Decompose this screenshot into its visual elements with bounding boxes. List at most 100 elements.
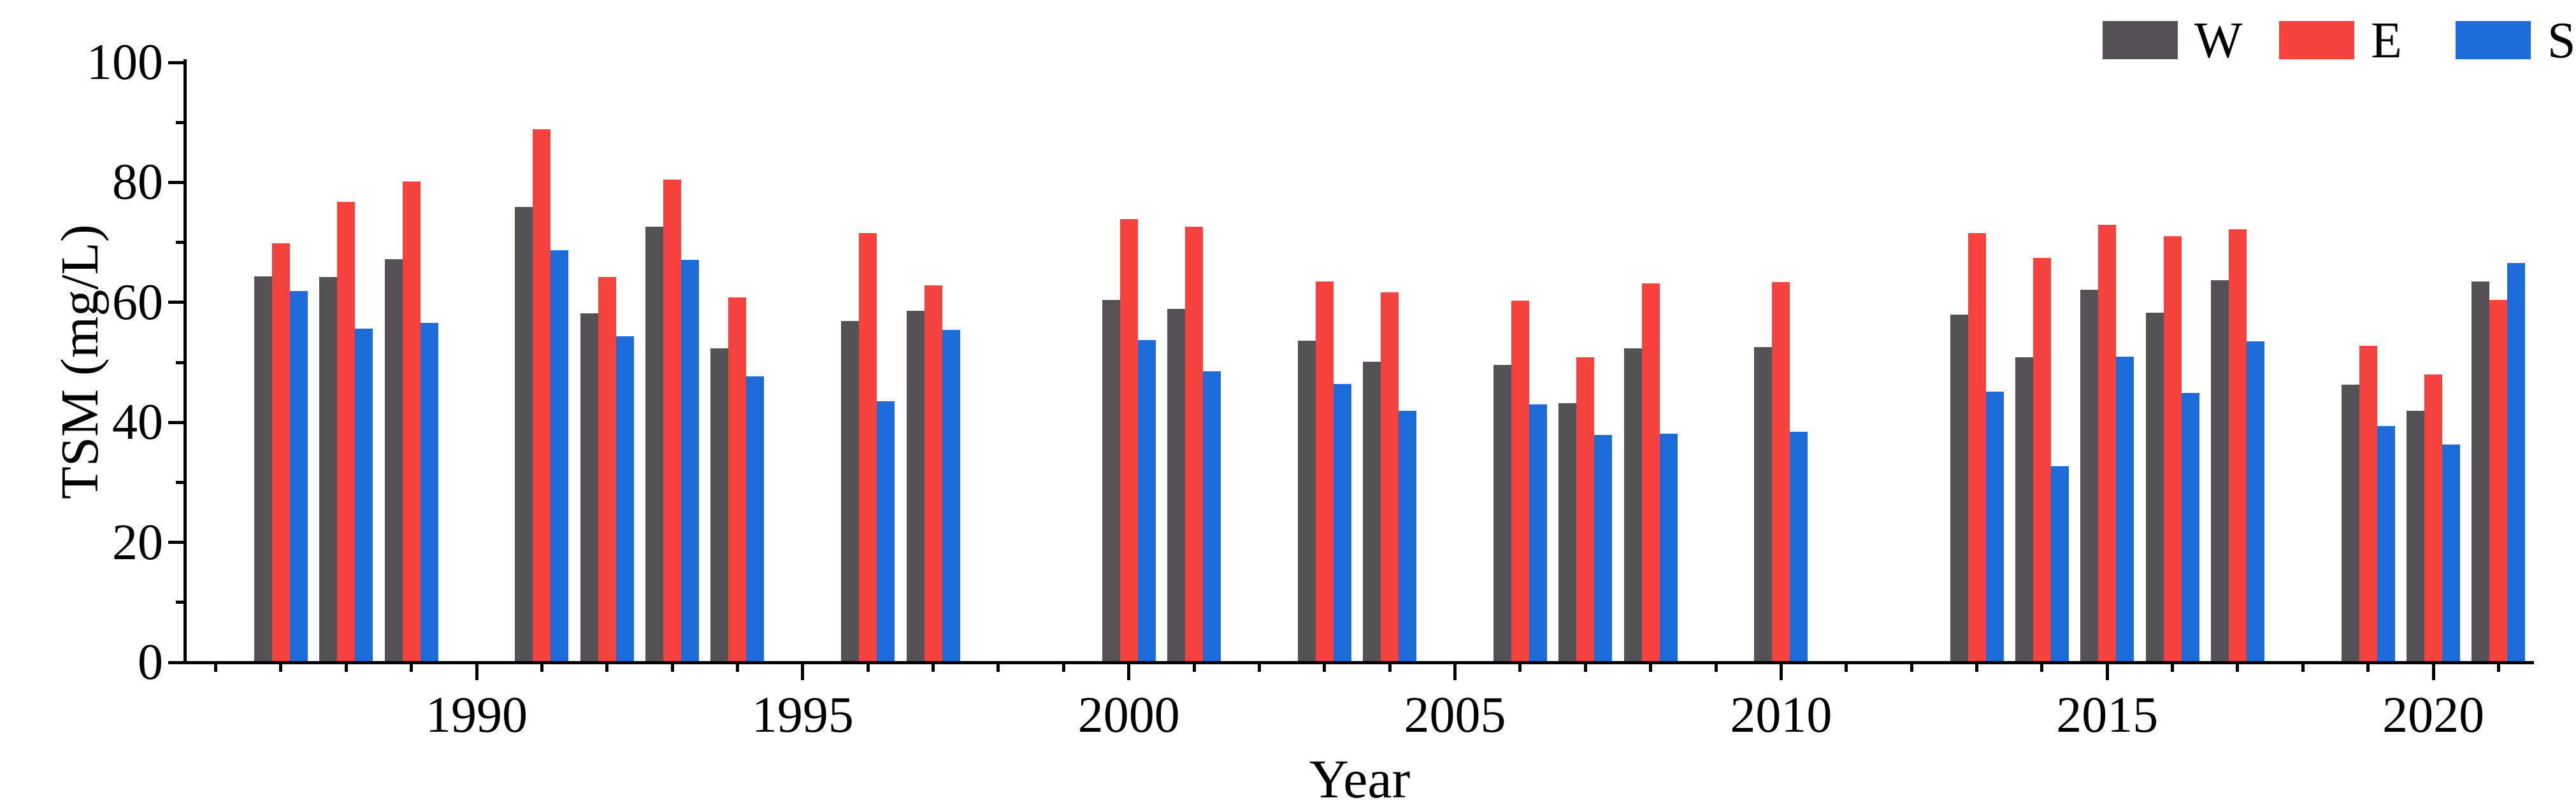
bar-W-2007 bbox=[1558, 403, 1577, 662]
bar-S-2016 bbox=[2181, 393, 2199, 662]
x-minor-tick-1997 bbox=[932, 664, 935, 672]
bar-S-2014 bbox=[2050, 466, 2069, 662]
x-minor-tick-1998 bbox=[997, 664, 1000, 672]
bar-W-1994 bbox=[710, 348, 729, 662]
bar-S-2020 bbox=[2442, 445, 2461, 662]
x-tick-label-2015: 2015 bbox=[2056, 687, 2159, 743]
bar-S-1989 bbox=[420, 322, 438, 662]
legend-label-E: E bbox=[2371, 13, 2402, 69]
bar-E-1997 bbox=[924, 285, 942, 662]
x-axis-line bbox=[183, 661, 2534, 664]
x-tick-label-2020: 2020 bbox=[2382, 687, 2485, 743]
x-minor-tick-1986 bbox=[214, 664, 218, 672]
x-minor-tick-1988 bbox=[344, 664, 348, 672]
x-tick-label-2010: 2010 bbox=[1730, 687, 1832, 743]
x-minor-tick-1987 bbox=[279, 664, 283, 672]
bar-W-1991 bbox=[515, 207, 533, 662]
bar-S-2019 bbox=[2377, 425, 2395, 662]
bar-S-2004 bbox=[1399, 411, 1417, 662]
x-minor-tick-2006 bbox=[1518, 664, 1522, 672]
bar-S-2017 bbox=[2246, 341, 2264, 662]
x-minor-tick-2018 bbox=[2301, 664, 2305, 672]
x-minor-tick-2012 bbox=[1910, 664, 1913, 672]
x-tick-label-2005: 2005 bbox=[1404, 687, 1506, 743]
bar-S-1992 bbox=[615, 336, 634, 662]
bar-S-1991 bbox=[550, 250, 569, 662]
bar-E-2019 bbox=[2359, 345, 2377, 662]
bar-W-2001 bbox=[1167, 309, 1186, 662]
x-tick-label-2000: 2000 bbox=[1077, 687, 1180, 743]
bar-E-2021 bbox=[2489, 300, 2508, 662]
x-minor-tick-2013 bbox=[1975, 664, 1978, 672]
x-minor-tick-1992 bbox=[605, 664, 609, 672]
y-major-tick-80 bbox=[168, 180, 183, 184]
x-major-tick-2010 bbox=[1779, 664, 1783, 680]
bar-E-1987 bbox=[271, 243, 290, 662]
bar-E-1991 bbox=[533, 129, 551, 662]
bar-W-2014 bbox=[2015, 357, 2033, 662]
bar-E-2007 bbox=[1576, 357, 1595, 662]
bar-W-1997 bbox=[906, 310, 925, 662]
bar-E-2004 bbox=[1381, 292, 1399, 662]
x-minor-tick-2008 bbox=[1649, 664, 1653, 672]
bar-E-2008 bbox=[1641, 283, 1660, 662]
bar-W-2021 bbox=[2472, 281, 2490, 662]
x-minor-tick-1989 bbox=[410, 664, 414, 672]
bar-W-1996 bbox=[841, 321, 860, 662]
bar-S-2006 bbox=[1529, 404, 1547, 662]
x-minor-tick-2002 bbox=[1257, 664, 1261, 672]
bar-S-2021 bbox=[2507, 262, 2526, 662]
bar-E-1994 bbox=[728, 297, 747, 662]
bar-S-2000 bbox=[1137, 340, 1156, 662]
y-major-tick-20 bbox=[168, 541, 183, 545]
x-minor-tick-1994 bbox=[735, 664, 739, 672]
bar-S-1994 bbox=[746, 376, 765, 662]
x-minor-tick-1999 bbox=[1061, 664, 1065, 672]
y-major-tick-100 bbox=[168, 61, 183, 64]
y-tick-label-20: 20 bbox=[112, 514, 163, 571]
y-tick-label-80: 80 bbox=[112, 154, 163, 211]
bar-E-2000 bbox=[1119, 218, 1138, 662]
bar-W-2017 bbox=[2210, 280, 2229, 662]
legend-label-W: W bbox=[2194, 13, 2243, 69]
bar-E-2013 bbox=[1968, 233, 1986, 662]
bar-S-1988 bbox=[355, 329, 373, 662]
bar-W-2000 bbox=[1102, 300, 1120, 662]
x-minor-tick-1996 bbox=[866, 664, 870, 672]
x-major-tick-2015 bbox=[2105, 664, 2109, 680]
y-minor-tick-10 bbox=[176, 601, 183, 604]
bar-S-1987 bbox=[289, 290, 308, 662]
x-minor-tick-2014 bbox=[2040, 664, 2044, 672]
bar-E-1988 bbox=[337, 202, 356, 662]
bar-W-1993 bbox=[645, 227, 664, 662]
bar-W-1987 bbox=[254, 276, 272, 662]
x-major-tick-2005 bbox=[1453, 664, 1457, 680]
x-major-tick-2000 bbox=[1127, 664, 1131, 680]
bar-S-2003 bbox=[1333, 383, 1351, 662]
x-minor-tick-1993 bbox=[670, 664, 674, 672]
x-tick-label-1995: 1995 bbox=[751, 687, 854, 743]
x-major-tick-1995 bbox=[801, 664, 805, 680]
bar-E-2020 bbox=[2424, 374, 2443, 662]
x-minor-tick-1991 bbox=[540, 664, 543, 672]
bar-W-2006 bbox=[1493, 364, 1511, 662]
y-minor-tick-90 bbox=[176, 120, 183, 124]
bar-E-1992 bbox=[598, 277, 616, 662]
bar-W-2019 bbox=[2341, 384, 2359, 662]
bar-E-2015 bbox=[2098, 225, 2117, 662]
bar-S-2001 bbox=[1203, 371, 1221, 662]
x-minor-tick-2019 bbox=[2366, 664, 2370, 672]
x-minor-tick-2017 bbox=[2236, 664, 2240, 672]
y-axis-line bbox=[183, 59, 187, 664]
bar-W-2010 bbox=[1754, 347, 1773, 662]
bar-S-1997 bbox=[942, 330, 960, 662]
y-minor-tick-70 bbox=[176, 241, 183, 245]
y-tick-label-0: 0 bbox=[138, 634, 163, 690]
bar-W-2003 bbox=[1297, 341, 1316, 662]
legend-label-S: S bbox=[2547, 13, 2576, 69]
bar-S-1993 bbox=[681, 259, 700, 662]
legend-swatch-S bbox=[2456, 21, 2531, 59]
x-minor-tick-2009 bbox=[1714, 664, 1718, 672]
bar-S-2015 bbox=[2116, 356, 2134, 662]
